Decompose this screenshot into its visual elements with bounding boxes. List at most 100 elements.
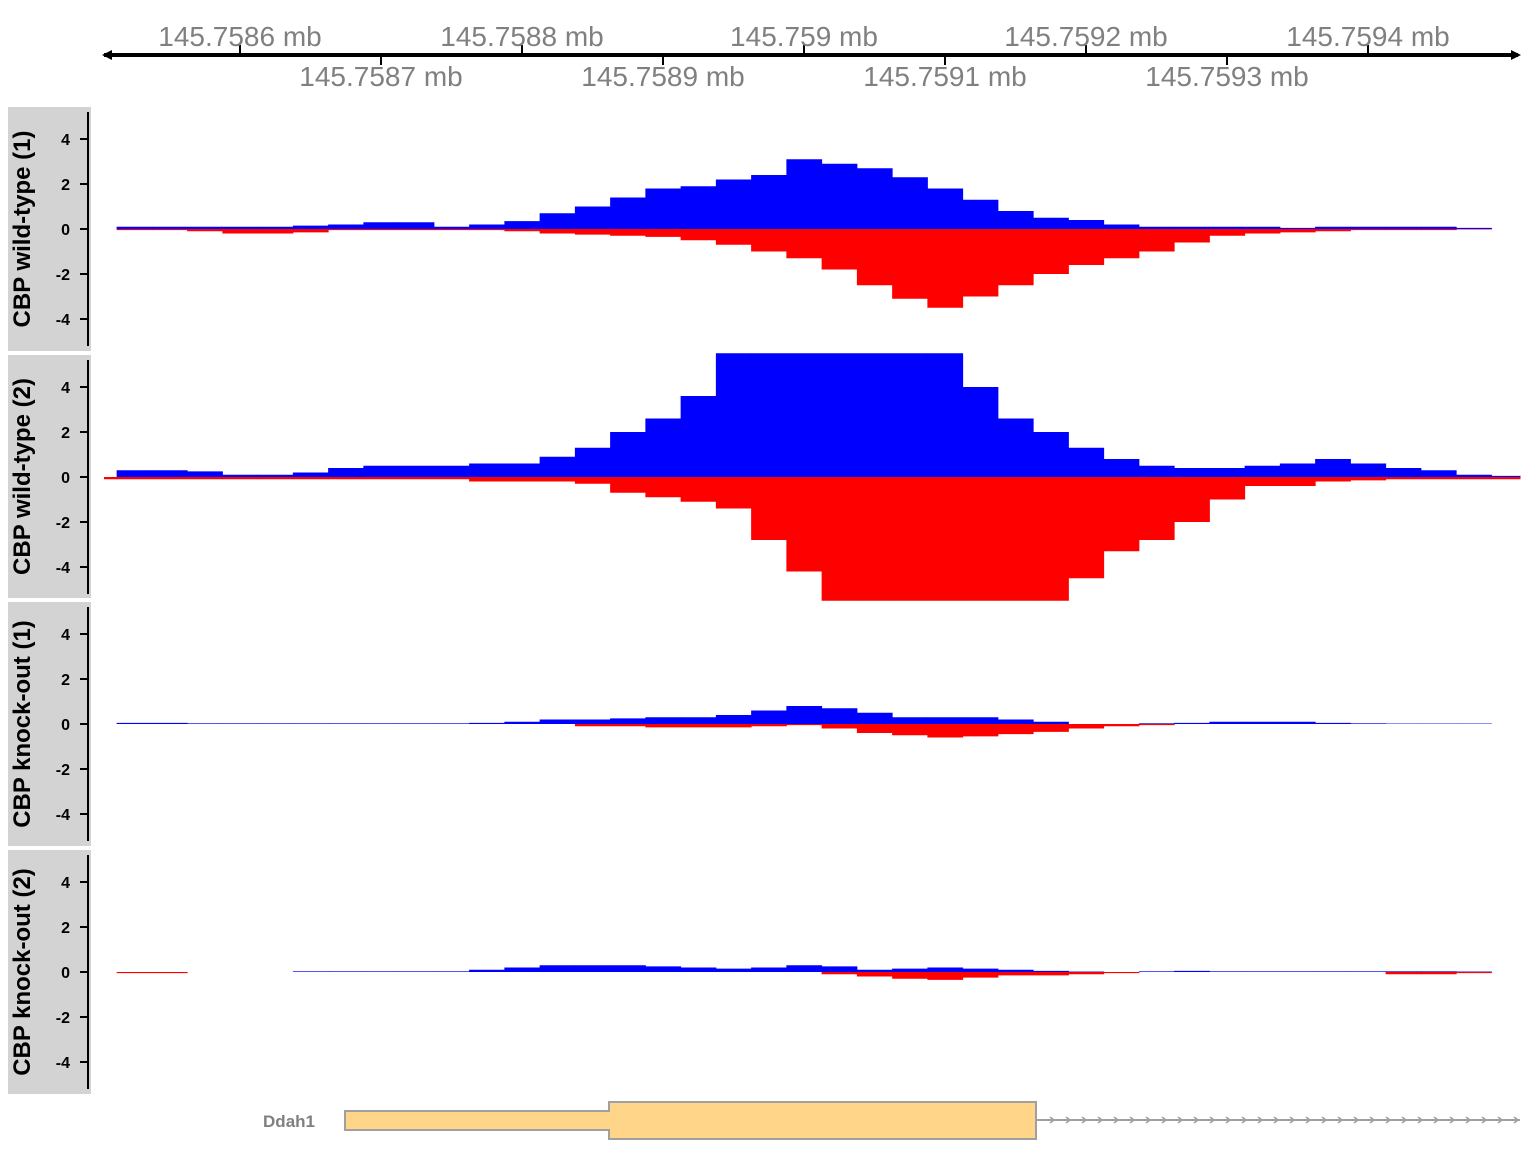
negative-strand-bar: [539, 477, 576, 482]
negative-strand-bar: [645, 477, 682, 498]
negative-strand-bar: [856, 972, 893, 977]
positive-strand-bar: [927, 353, 964, 477]
positive-strand-bar: [222, 474, 259, 477]
negative-strand-bar: [574, 724, 611, 727]
positive-strand-bar: [1420, 470, 1457, 477]
positive-strand-bar: [539, 965, 576, 972]
positive-strand-bar: [1385, 226, 1422, 229]
negative-strand-bar: [892, 477, 928, 601]
positive-strand-bar: [856, 969, 893, 972]
positive-strand-bar: [645, 418, 682, 477]
positive-strand-bar: [1068, 447, 1105, 477]
track-4: CBP knock-out (2) -4 -2 0 2 4: [8, 850, 1492, 1094]
axis-tick-label: 145.7593 mb: [1145, 61, 1308, 92]
positive-strand-bar: [751, 353, 787, 477]
strand-arrow-icon: [1289, 1116, 1296, 1124]
negative-strand-bar: [1350, 229, 1387, 231]
positive-strand-bar: [962, 387, 999, 477]
genome-axis: 145.7586 mb 145.7587 mb 145.7588 mb 145.758…: [102, 21, 1521, 92]
positive-strand-bar: [962, 199, 999, 229]
negative-strand-bar: [574, 229, 611, 235]
negative-strand-bar: [1385, 229, 1422, 231]
positive-strand-bar: [328, 723, 364, 724]
gene-exon: [344, 1101, 1037, 1140]
negative-strand-bar: [116, 477, 153, 480]
negative-strand-bar: [1420, 229, 1457, 231]
positive-strand-bar: [257, 226, 294, 229]
negative-strand-bar: [1350, 477, 1387, 481]
positive-strand-bar: [1138, 723, 1175, 724]
positive-strand-bar: [1138, 465, 1175, 477]
axis-tick-label: 145.7594 mb: [1286, 21, 1449, 52]
positive-strand-bar: [398, 465, 435, 477]
y-tick-label: -4: [56, 560, 70, 577]
strand-arrow-icon: [1193, 1116, 1200, 1124]
positive-strand-bar: [539, 213, 576, 229]
negative-strand-bar: [328, 477, 364, 480]
negative-strand-bar: [962, 477, 999, 601]
positive-strand-bar: [997, 969, 1034, 972]
positive-strand-bar: [1174, 468, 1210, 477]
negative-strand-bar: [962, 972, 999, 978]
positive-strand-bar: [892, 353, 928, 477]
track-3: CBP knock-out (1) -4 -2 0 2 4: [8, 602, 1492, 846]
negative-strand-bar: [187, 477, 223, 480]
positive-strand-bar: [1420, 226, 1457, 229]
negative-strand-bar: [715, 229, 752, 245]
track-title: CBP wild-type (2): [9, 378, 36, 575]
positive-strand-bar: [1350, 463, 1387, 477]
positive-strand-bar: [116, 722, 153, 724]
positive-strand-bar: [751, 967, 787, 972]
positive-strand-bar: [856, 712, 893, 724]
negative-strand-bar: [680, 477, 717, 502]
positive-strand-bar: [469, 224, 505, 229]
y-tick-label: 4: [61, 132, 70, 149]
negative-strand-bar: [856, 724, 893, 733]
strand-arrow-icon: [1417, 1116, 1424, 1124]
negative-strand-bar: [433, 477, 470, 480]
track-2: CBP wild-type (2) -4 -2 0 2 4: [8, 353, 1521, 601]
positive-strand-bar: [1174, 722, 1210, 724]
positive-strand-bar: [398, 723, 435, 724]
negative-strand-bar: [680, 724, 717, 728]
positive-strand-bar: [504, 967, 541, 972]
positive-strand-bar: [892, 177, 928, 229]
positive-strand-bar: [1033, 217, 1069, 229]
negative-strand-bar: [1244, 477, 1281, 486]
strand-arrow-icon: [1353, 1116, 1360, 1124]
gene-label: Ddah1: [263, 1112, 315, 1131]
positive-strand-bar: [1315, 971, 1351, 972]
positive-strand-bar: [328, 468, 364, 477]
positive-strand-bar: [892, 968, 928, 972]
positive-strand-bar: [1279, 721, 1316, 724]
positive-strand-bar: [786, 706, 823, 724]
positive-strand-bar: [292, 723, 329, 724]
negative-strand-bar: [469, 229, 505, 231]
positive-strand-bar: [610, 432, 646, 477]
positive-strand-bar: [751, 175, 787, 229]
strand-arrow-icon: [1145, 1116, 1152, 1124]
negative-strand-bar: [997, 477, 1034, 601]
negative-strand-bar: [892, 724, 928, 736]
negative-strand-bar: [1174, 229, 1210, 243]
positive-strand-bar: [292, 225, 329, 229]
positive-strand-bar: [1244, 721, 1281, 724]
positive-strand-bar: [786, 965, 823, 972]
negative-strand-bar: [821, 972, 858, 975]
strand-arrow-icon: [1401, 1116, 1408, 1124]
negative-strand-bar: [821, 229, 858, 270]
positive-strand-bar: [1456, 227, 1492, 229]
strand-arrow-icon: [1465, 1116, 1472, 1124]
negative-strand-bar: [469, 477, 505, 482]
negative-strand-bar: [610, 477, 646, 493]
negative-strand-bar: [1033, 229, 1069, 274]
negative-strand-bar: [363, 477, 400, 480]
negative-strand-bar: [1315, 229, 1351, 232]
positive-strand-bar: [1315, 459, 1351, 477]
positive-strand-bar: [574, 447, 611, 477]
negative-strand-bar: [116, 229, 153, 231]
track-label-panel: [8, 850, 91, 1094]
positive-strand-bar: [1385, 971, 1422, 972]
negative-strand-bar: [1385, 972, 1422, 975]
strand-arrow-icon: [1433, 1116, 1440, 1124]
